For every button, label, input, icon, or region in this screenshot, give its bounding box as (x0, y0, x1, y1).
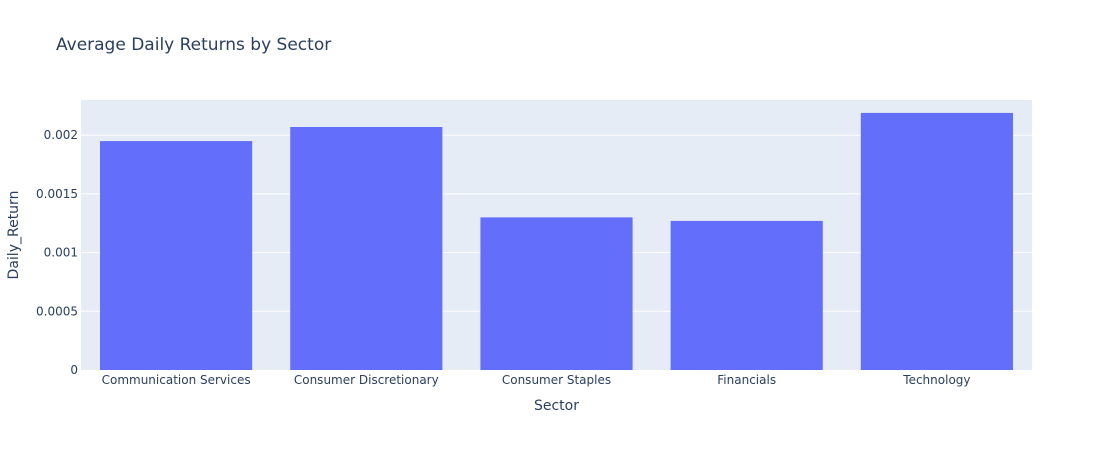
y-tick-label: 0 (70, 363, 78, 377)
y-tick-label: 0.002 (44, 128, 78, 142)
y-axis-ticks: 0 0.0005 0.001 0.0015 0.002 (36, 128, 78, 377)
y-axis-title: Daily_Return (6, 191, 22, 280)
x-axis-ticks: Communication Services Consumer Discretio… (102, 373, 971, 387)
bar[interactable] (100, 141, 253, 370)
bar[interactable] (480, 217, 633, 370)
x-tick-label: Technology (902, 373, 970, 387)
chart-title: Average Daily Returns by Sector (56, 35, 331, 55)
bar[interactable] (290, 127, 443, 370)
y-tick-label: 0.001 (44, 246, 78, 260)
y-tick-label: 0.0015 (36, 187, 78, 201)
x-tick-label: Consumer Staples (502, 373, 611, 387)
x-axis-title: Sector (534, 398, 579, 414)
bar[interactable] (860, 112, 1013, 371)
x-tick-label: Financials (717, 373, 776, 387)
y-tick-label: 0.0005 (36, 304, 78, 318)
bars (100, 112, 1013, 371)
x-tick-label: Consumer Discretionary (294, 373, 439, 387)
bar[interactable] (670, 220, 823, 370)
x-tick-label: Communication Services (102, 373, 251, 387)
